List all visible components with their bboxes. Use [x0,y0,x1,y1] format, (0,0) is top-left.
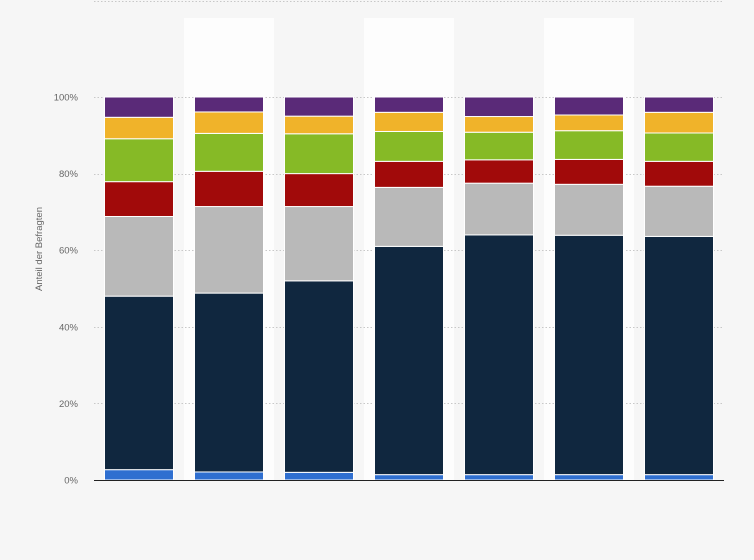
bar-segment[interactable] [104,138,174,183]
bar-segment[interactable] [194,471,264,481]
bar-segment[interactable] [464,474,534,481]
bar-segment[interactable] [104,116,174,140]
y-tick-label: 60% [59,246,79,257]
bar-segment[interactable] [194,206,264,294]
bar-segment[interactable] [644,96,714,113]
bar-segment[interactable] [374,96,444,113]
bar-segment[interactable] [374,245,444,476]
bar-segment[interactable] [104,96,174,118]
y-tick-label: 20% [59,399,79,410]
y-tick-label: 0% [64,476,78,487]
bar-segment[interactable] [194,132,264,172]
bar-segment[interactable] [464,182,534,236]
y-axis-label: Anteil der Befragten [34,207,45,291]
bar-segment[interactable] [464,159,534,184]
bar-segment[interactable] [104,181,174,217]
bar-segment[interactable] [554,96,624,116]
bar-segment[interactable] [644,111,714,134]
bar-segment[interactable] [374,111,444,132]
bar-segment[interactable] [194,111,264,134]
bar-segment[interactable] [644,132,714,162]
bar-segment[interactable] [554,158,624,185]
bar-segment[interactable] [644,185,714,237]
bar-segment[interactable] [284,115,354,135]
bar-segment[interactable] [194,292,264,473]
bar-segment[interactable] [284,206,354,282]
bar-segment[interactable] [284,471,354,481]
bar-segment[interactable] [464,131,534,161]
bar-segment[interactable] [194,170,264,208]
bar-segment[interactable] [464,96,534,118]
bar-segment[interactable] [464,234,534,476]
bar-segment[interactable] [284,173,354,208]
bar-segment[interactable] [104,216,174,297]
y-tick-label: 40% [59,322,79,333]
bar-segment[interactable] [644,474,714,481]
bar-segment[interactable] [554,114,624,132]
bar-segment[interactable] [284,133,354,175]
bar-segment[interactable] [104,295,174,471]
y-tick-label: 80% [59,169,79,180]
bar-segment[interactable] [464,116,534,133]
bar-segment[interactable] [284,96,354,117]
bar-segment[interactable] [374,186,444,247]
bar-segment[interactable] [554,474,624,481]
bar-segment[interactable] [554,234,624,476]
y-tick-labels: 0% 20% 40% 60% 80% 100% [54,93,79,487]
bar-segment[interactable] [374,474,444,481]
bar-segment[interactable] [104,469,174,481]
bar-segment[interactable] [554,130,624,160]
bar-segment[interactable] [284,280,354,473]
bar-segment[interactable] [374,160,444,188]
bar-segment[interactable] [374,130,444,162]
bar-segment[interactable] [554,183,624,236]
y-tick-label: 100% [54,93,79,104]
bar-segment[interactable] [644,235,714,476]
bar-segment[interactable] [644,160,714,187]
bars [104,96,714,481]
bar-segment[interactable] [194,96,264,113]
